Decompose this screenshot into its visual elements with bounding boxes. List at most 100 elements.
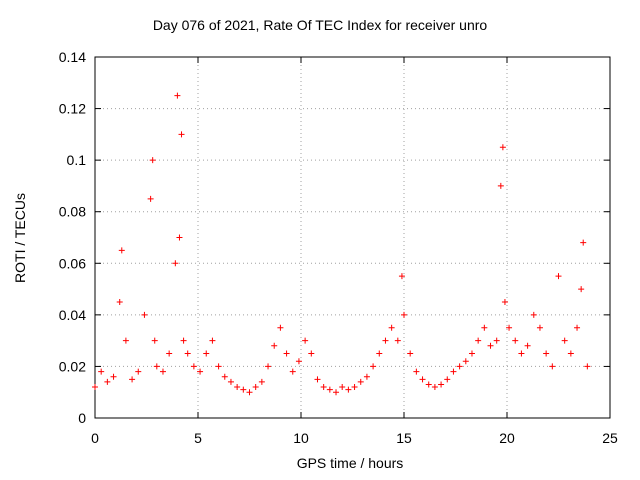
data-point xyxy=(376,350,383,357)
data-point xyxy=(431,384,438,391)
data-point xyxy=(351,384,358,391)
data-point xyxy=(468,350,475,357)
data-point xyxy=(580,239,587,246)
x-axis-label: GPS time / hours xyxy=(296,455,404,471)
data-point xyxy=(444,376,451,383)
data-point xyxy=(549,363,556,370)
data-point xyxy=(578,286,585,293)
y-tick-label: 0.1 xyxy=(67,152,87,168)
data-point xyxy=(174,92,181,99)
data-point xyxy=(209,337,216,344)
data-point xyxy=(141,311,148,318)
data-point xyxy=(456,363,463,370)
x-tick-label: 5 xyxy=(194,430,202,446)
data-point xyxy=(401,311,407,318)
data-point xyxy=(561,337,568,344)
x-tick-label: 25 xyxy=(602,430,618,446)
data-point xyxy=(524,342,531,349)
data-point xyxy=(388,324,395,331)
plot-frame xyxy=(94,56,611,419)
data-point xyxy=(104,378,111,385)
data-point xyxy=(240,386,247,393)
data-point xyxy=(221,373,228,380)
data-point xyxy=(419,376,426,383)
chart-title: Day 076 of 2021, Rate Of TEC Index for r… xyxy=(152,17,488,33)
data-point xyxy=(135,368,142,375)
data-point xyxy=(530,311,537,318)
data-point xyxy=(215,363,222,370)
y-tick-label: 0.04 xyxy=(59,307,86,323)
data-point xyxy=(289,368,296,375)
data-point xyxy=(438,381,445,388)
data-point xyxy=(363,373,370,380)
data-point xyxy=(574,324,581,331)
data-point xyxy=(116,298,123,305)
data-point xyxy=(512,337,519,344)
data-point xyxy=(92,384,98,391)
data-point xyxy=(487,342,494,349)
data-point xyxy=(407,350,414,357)
data-point xyxy=(450,368,457,375)
data-point xyxy=(166,350,173,357)
data-point xyxy=(277,324,284,331)
data-point xyxy=(234,384,241,391)
data-point xyxy=(246,389,253,396)
data-point xyxy=(153,363,160,370)
data-point xyxy=(227,378,234,385)
data-point xyxy=(197,368,204,375)
data-point xyxy=(147,195,154,202)
data-point xyxy=(258,378,265,385)
data-point xyxy=(252,384,259,391)
x-tick-label: 0 xyxy=(91,430,99,446)
data-point xyxy=(320,384,327,391)
data-point xyxy=(203,350,210,357)
y-tick-label: 0.02 xyxy=(59,358,86,374)
x-tick-label: 15 xyxy=(396,430,412,446)
data-point xyxy=(151,337,158,344)
data-point xyxy=(184,350,191,357)
data-point xyxy=(462,358,469,365)
data-point xyxy=(295,358,302,365)
data-point xyxy=(345,386,352,393)
data-point xyxy=(501,298,508,305)
y-tick-label: 0.14 xyxy=(59,49,86,65)
data-point xyxy=(584,363,591,370)
data-point xyxy=(129,376,136,383)
data-point xyxy=(370,363,377,370)
data-point xyxy=(326,386,333,393)
data-point xyxy=(149,157,156,164)
data-point xyxy=(382,337,389,344)
data-point xyxy=(497,182,504,189)
data-point xyxy=(481,324,488,331)
data-point xyxy=(159,368,166,375)
data-point xyxy=(493,337,500,344)
data-point xyxy=(98,368,105,375)
data-point xyxy=(118,247,125,254)
data-point xyxy=(536,324,543,331)
data-point xyxy=(567,350,574,357)
data-point xyxy=(180,337,187,344)
data-point xyxy=(122,337,129,344)
data-point xyxy=(302,337,309,344)
data-point xyxy=(394,337,401,344)
data-point xyxy=(425,381,432,388)
data-point xyxy=(308,350,315,357)
data-point xyxy=(190,363,197,370)
data-point xyxy=(357,378,364,385)
data-point xyxy=(518,350,525,357)
data-point xyxy=(172,260,179,267)
data-point xyxy=(555,273,562,280)
data-point xyxy=(314,376,321,383)
data-point xyxy=(333,389,340,396)
data-point xyxy=(506,324,513,331)
y-tick-label: 0.08 xyxy=(59,204,86,220)
data-point xyxy=(283,350,290,357)
data-point xyxy=(398,273,405,280)
data-point xyxy=(499,144,506,151)
data-point xyxy=(413,368,420,375)
x-tick-label: 20 xyxy=(499,430,515,446)
data-point xyxy=(265,363,272,370)
data-point xyxy=(475,337,482,344)
y-tick-label: 0.06 xyxy=(59,255,86,271)
